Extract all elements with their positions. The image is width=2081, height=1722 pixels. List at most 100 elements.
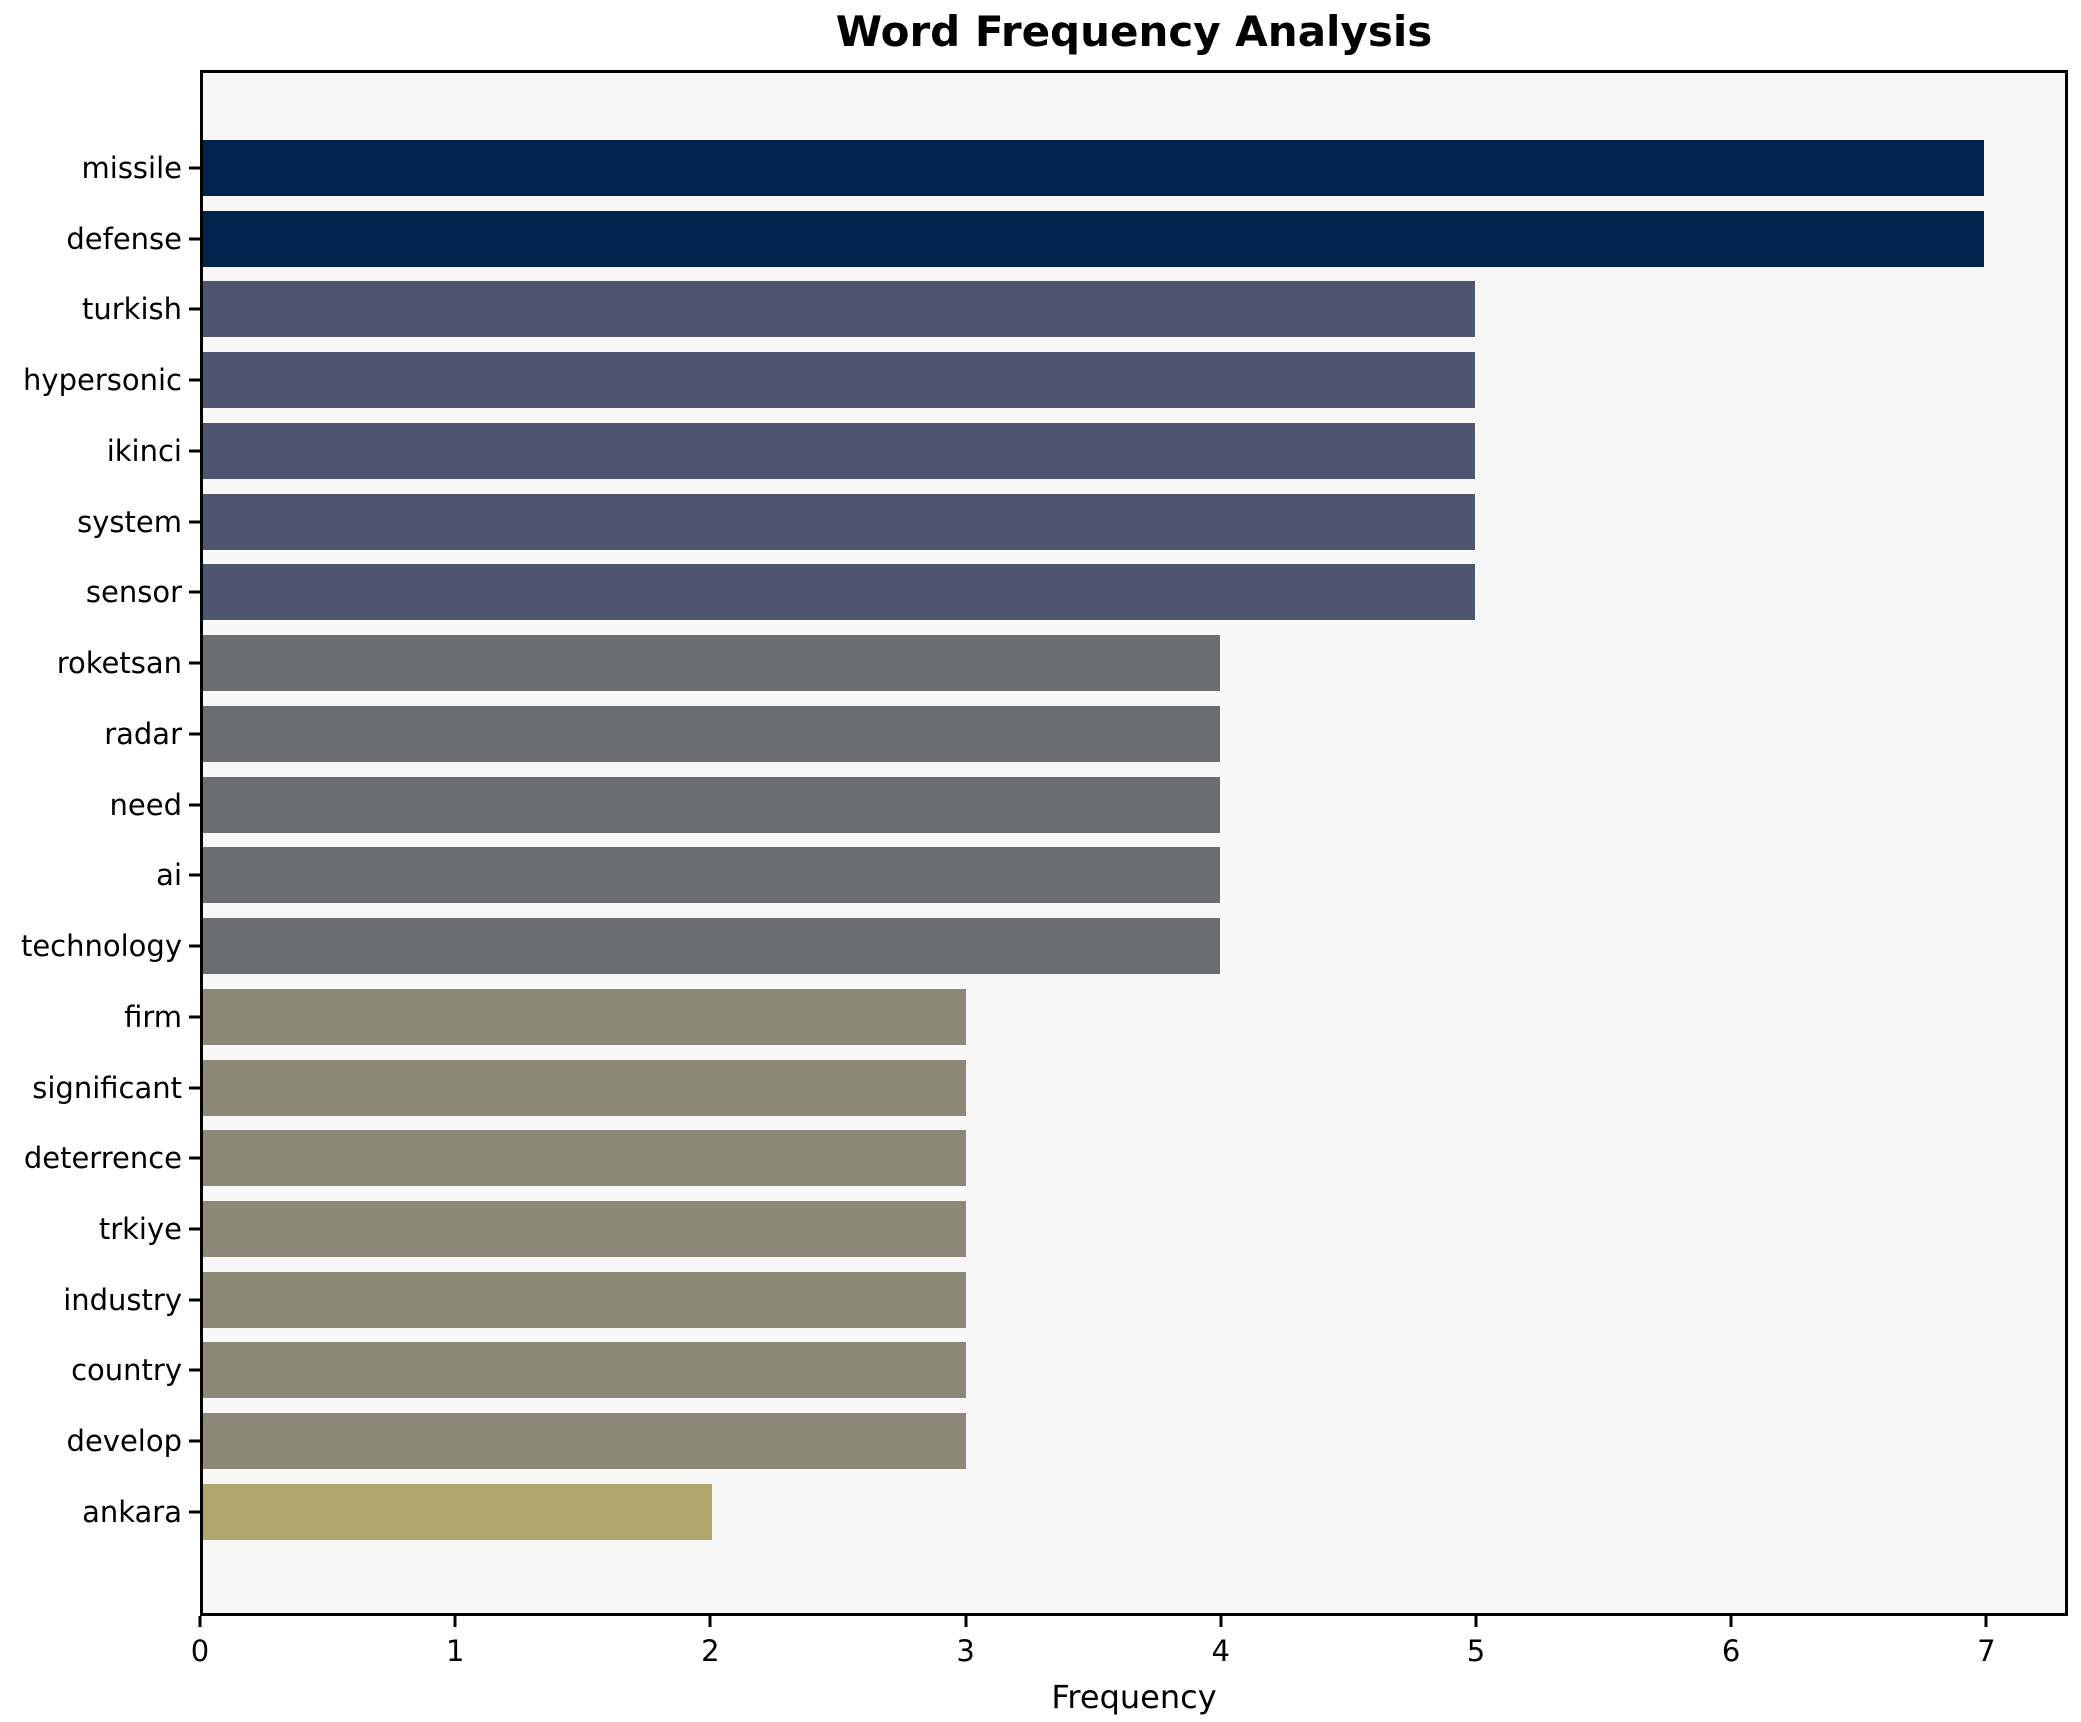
bar-row: ai (156, 847, 2065, 904)
y-tick-mark (189, 1015, 200, 1019)
y-tick-label: technology (20, 929, 182, 964)
x-tick-label: 0 (190, 1634, 210, 1668)
y-tick-mark (189, 1156, 200, 1160)
y-tick-label: ikinci (106, 433, 182, 468)
x-tick-label: 2 (701, 1634, 720, 1668)
bar-row: system (77, 493, 2065, 550)
x-axis: 0 1 2 3 4 5 6 7 (191, 1616, 2068, 1706)
x-tick-label: 6 (1721, 1634, 1741, 1668)
bar (203, 635, 1221, 692)
y-tick-label: develop (66, 1424, 182, 1459)
y-tick-label: sensor (85, 575, 182, 610)
y-tick-mark (189, 237, 200, 241)
bar-row: defense (66, 210, 2065, 267)
y-tick-label: firm (124, 999, 182, 1034)
y-tick-mark (189, 1298, 200, 1302)
y-tick-label: country (71, 1353, 182, 1388)
bar-row: hypersonic (23, 352, 2065, 409)
x-tick-mark (198, 1616, 202, 1627)
x-tick-mark (1474, 1616, 1478, 1627)
y-tick-label: ankara (82, 1494, 182, 1529)
bar (203, 493, 1475, 550)
x-tick-label: 7 (1977, 1634, 1996, 1668)
bar-row: firm (124, 988, 2065, 1045)
y-tick-label: roketsan (56, 646, 182, 681)
y-tick-label: turkish (81, 292, 182, 327)
y-tick-mark (189, 1510, 200, 1514)
y-tick-mark (189, 520, 200, 524)
y-tick-label: hypersonic (23, 363, 182, 398)
bar (203, 1130, 967, 1187)
plot-area: missile defense turkish hypersonic ikinci sys… (21, 70, 2068, 1616)
bar (203, 1342, 967, 1399)
bar (203, 1413, 967, 1470)
bar (203, 140, 1984, 196)
bar (203, 1271, 967, 1328)
y-tick-mark (189, 307, 200, 311)
y-tick-mark (189, 449, 200, 453)
y-tick-label: system (77, 504, 182, 539)
bar-row: significant (32, 1059, 2065, 1116)
bar-row: roketsan (57, 635, 2065, 692)
y-tick-label: trkiye (98, 1212, 182, 1247)
y-tick-mark (189, 661, 200, 665)
bar-row: need (110, 776, 2065, 833)
bar-row: ankara (82, 1483, 2065, 1540)
x-tick-label: 1 (445, 1634, 465, 1668)
y-tick-label: industry (63, 1282, 182, 1317)
x-tick-label: 3 (956, 1634, 975, 1668)
y-tick-mark (189, 1086, 200, 1090)
bar (203, 1201, 967, 1258)
x-tick-mark (1219, 1616, 1223, 1627)
y-tick-mark (189, 1227, 200, 1231)
y-tick-mark (189, 378, 200, 382)
bar (203, 352, 1475, 409)
y-tick-label: defense (66, 221, 182, 256)
bar-row: technology (21, 918, 2065, 975)
bar (203, 281, 1475, 338)
bar-row: develop (67, 1413, 2065, 1470)
y-tick-label: missile (81, 151, 182, 185)
bar (203, 210, 1984, 267)
bar-row: radar (104, 705, 2065, 762)
bar-row: missile (82, 140, 2065, 196)
bar (203, 847, 1221, 904)
bars-container: missile defense turkish hypersonic ikinci sys… (21, 73, 2065, 1613)
y-tick-mark (189, 803, 200, 807)
y-tick-mark (189, 732, 200, 736)
bar-row: industry (63, 1271, 2065, 1328)
y-tick-mark (189, 873, 200, 877)
y-tick-mark (189, 1439, 200, 1443)
bar-row: sensor (86, 564, 2065, 621)
bar-row: ikinci (107, 422, 2065, 479)
x-tick-mark (964, 1616, 968, 1627)
x-tick-label: 5 (1466, 1634, 1486, 1668)
y-tick-mark (189, 590, 200, 594)
x-tick-mark (1984, 1616, 1988, 1627)
x-tick-mark (1729, 1616, 1733, 1627)
bar (203, 988, 967, 1045)
y-tick-label: radar (104, 716, 182, 751)
bar-row: deterrence (24, 1130, 2065, 1187)
y-tick-label: deterrence (23, 1141, 182, 1176)
bar (203, 918, 1221, 975)
bar (203, 1059, 967, 1116)
x-axis-title: Frequency (1051, 1678, 1217, 1716)
x-tick-mark (708, 1616, 712, 1627)
y-tick-mark (189, 1368, 200, 1372)
chart-title: Word Frequency Analysis (835, 7, 1433, 56)
y-tick-label: ai (156, 858, 182, 893)
bar-row: country (71, 1342, 2065, 1399)
bar-row: turkish (82, 281, 2065, 338)
bar (203, 422, 1475, 479)
bar (203, 1483, 712, 1540)
y-tick-mark (189, 166, 200, 170)
bar (203, 564, 1475, 621)
y-tick-label: significant (32, 1070, 182, 1105)
y-tick-mark (189, 944, 200, 948)
y-tick-label: need (109, 787, 182, 822)
bar (203, 776, 1221, 833)
x-tick-mark (453, 1616, 457, 1627)
x-tick-label: 4 (1211, 1634, 1230, 1668)
